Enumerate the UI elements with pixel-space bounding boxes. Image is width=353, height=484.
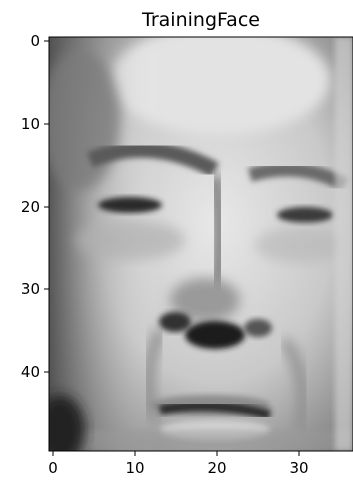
x-tick-label: 20	[207, 459, 226, 477]
y-tick-label: 10	[21, 115, 40, 133]
plot-title: TrainingFace	[141, 9, 260, 31]
axes-frame	[48, 36, 353, 452]
y-axis: 0 10 20 30 40	[21, 32, 49, 381]
y-tick-label: 20	[21, 198, 40, 216]
y-tick-label: 0	[30, 32, 40, 50]
x-tick-label: 10	[125, 459, 144, 477]
y-tick-label: 30	[21, 280, 40, 298]
x-axis: 0 10 20 30	[48, 451, 309, 477]
x-tick-label: 0	[48, 459, 58, 477]
face-image	[49, 37, 353, 451]
x-tick-label: 30	[289, 459, 308, 477]
y-tick-label: 40	[21, 363, 40, 381]
